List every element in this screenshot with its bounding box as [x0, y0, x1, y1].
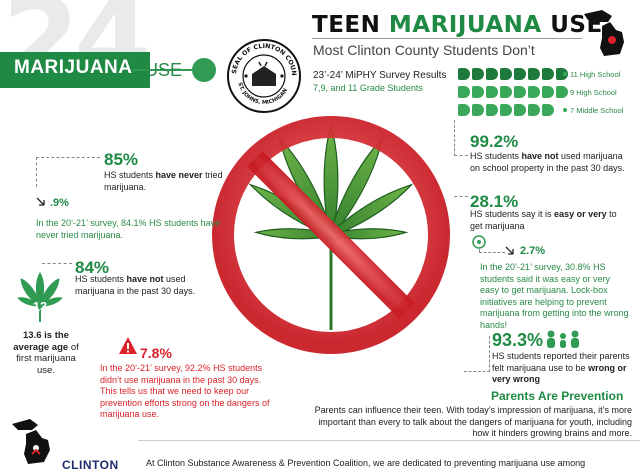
connector-line [454, 196, 468, 197]
connector-line [464, 336, 490, 372]
never-tried-note: In the 20’-21’ survey, 84.1% HS students… [36, 218, 221, 240]
never-tried-text: HS students have never tried marijuana. [104, 170, 223, 192]
topic-label: MARIJUANA [14, 57, 133, 78]
warning-icon [119, 337, 137, 354]
michigan-map-icon [584, 10, 624, 56]
parents-disapprove-text: HS students reported their parents felt … [492, 351, 630, 384]
use-change-note: In the 20’-21’ survey, 92.2% HS students… [100, 363, 270, 419]
never-tried-change: .9% [50, 197, 69, 209]
footer-divider [138, 440, 640, 441]
survey-title: 23’-24’ MiPHY Survey Results [313, 70, 447, 81]
coalition-logo-icon [12, 419, 50, 464]
school-property-text: HS students have not used marijuana on s… [470, 151, 625, 173]
trend-down-arrow-icon [505, 246, 514, 255]
parents-title: Parents Are Prevention [491, 389, 624, 403]
parents-text: Parents can influence their teen. With t… [314, 405, 632, 438]
easy-access-text: HS students say it is easy or very to ge… [470, 209, 617, 231]
survey-grades: 7,9, and 11 Grade Students [313, 83, 423, 93]
never-tried-percent: 85% [104, 150, 139, 169]
legend-bullet [563, 72, 567, 76]
connector-line [479, 249, 505, 253]
topic-band [0, 52, 150, 88]
average-age-text: 13.6 is the average age of first marijua… [13, 330, 79, 376]
grade-7-pills [458, 104, 554, 116]
parents-disapprove-percent: 93.3% [492, 330, 544, 350]
connector-dot [192, 58, 216, 82]
connector-line [454, 120, 468, 156]
connector-line [42, 263, 72, 267]
trend-down-arrow-icon [36, 197, 45, 206]
legend-label: 9 High School [570, 88, 617, 97]
connector-line [36, 157, 100, 187]
legend-label: 7 Middle School [570, 106, 624, 115]
title-divider [312, 38, 582, 39]
target-icon [472, 235, 486, 249]
grade-11-pills [458, 68, 568, 80]
topic-suffix: USE [145, 60, 183, 80]
page-subtitle: Most Clinton County Students Don’t [313, 42, 535, 58]
family-icon [547, 330, 579, 348]
coalition-brand: CLINTON [62, 458, 119, 472]
past-30-days-percent: 84% [75, 258, 110, 277]
easy-access-percent: 28.1% [470, 192, 519, 211]
connector-line [132, 69, 198, 71]
page-title: TEEN MARIJUANA USE [312, 12, 603, 38]
legend-bullet [563, 90, 567, 94]
leaf-age-icon: 13 [17, 272, 63, 322]
grade-9-pills [458, 86, 568, 98]
legend-label: 11 High School [570, 70, 621, 79]
prohibited-marijuana-icon [212, 116, 450, 354]
legend-bullet [563, 108, 567, 112]
past-30-days-text: HS students have not used marijuana in t… [75, 274, 196, 296]
footer-text: At Clinton Substance Awareness & Prevent… [146, 458, 586, 468]
use-change-percent: 7.8% [140, 345, 172, 361]
easy-access-change: 2.7% [520, 245, 546, 257]
school-property-percent: 99.2% [470, 132, 519, 151]
county-seal-logo: SEAL OF CLINTON COUNTY ST. JOHNS, MICHIG… [226, 38, 301, 113]
svg-text:13: 13 [33, 299, 47, 314]
easy-access-note: In the 20’-21’ survey, 30.8% HS students… [480, 262, 629, 330]
